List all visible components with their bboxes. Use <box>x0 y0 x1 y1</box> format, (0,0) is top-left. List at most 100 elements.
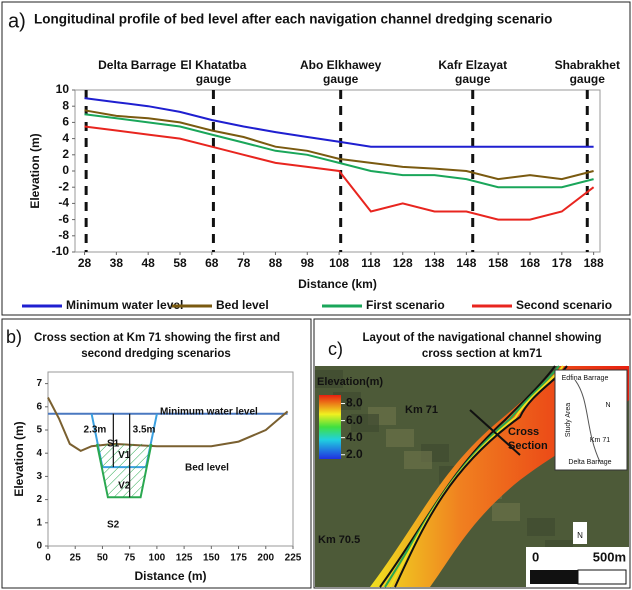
chart-title: second dredging scenarios <box>81 348 231 360</box>
colorbar-tick-label: 8.0 <box>346 396 363 410</box>
y-tick-label: 2 <box>62 147 69 161</box>
x-tick-label: 200 <box>257 553 274 564</box>
colorbar <box>319 395 341 459</box>
x-tick-label: 178 <box>552 256 572 270</box>
inset-label: N <box>605 402 610 409</box>
gauge-label: gauge <box>196 72 232 86</box>
north-arrow: N <box>577 531 583 540</box>
gauge-label: Shabrakhet <box>555 58 620 72</box>
gauge-label: El Khatatba <box>180 58 246 72</box>
channel-line <box>389 365 564 588</box>
inset-river <box>574 379 601 463</box>
colorbar-tick-label: 6.0 <box>346 413 363 427</box>
map-title: cross section at km71 <box>422 348 543 360</box>
panel-frame <box>1 318 312 589</box>
x-tick-label: 68 <box>205 256 219 270</box>
y-tick-label: 4 <box>36 448 42 459</box>
x-tick-label: 168 <box>520 256 540 270</box>
scale-label: 500m <box>593 549 626 564</box>
x-tick-label: 0 <box>45 553 51 564</box>
series-line <box>96 443 153 499</box>
chart-title: Longitudinal profile of bed level after … <box>34 12 552 27</box>
x-tick-label: 38 <box>110 256 124 270</box>
field <box>315 370 343 388</box>
annotation: 3.5m <box>133 425 156 436</box>
inset-label: Delta Barrage <box>568 459 611 466</box>
channel-line <box>394 365 568 588</box>
series-label: Bed level <box>185 463 229 474</box>
y-tick-label: -8 <box>58 228 69 242</box>
cross-section-line <box>469 409 521 456</box>
y-tick-label: -4 <box>58 196 69 210</box>
x-tick-label: 118 <box>361 256 381 270</box>
annotation: 2.3m <box>84 425 107 436</box>
inset <box>554 369 628 471</box>
panel-label: c) <box>328 339 343 359</box>
colorbar-label: Elevation(m) <box>317 376 383 388</box>
gauge-label: gauge <box>455 72 491 86</box>
y-axis-label: Elevation (m) <box>12 421 26 496</box>
x-tick-label: 50 <box>97 553 109 564</box>
y-tick-label: 0 <box>36 541 42 552</box>
inset-label: Edfina Barrage <box>562 375 609 382</box>
y-tick-label: 1 <box>36 517 42 528</box>
x-tick-label: 48 <box>142 256 156 270</box>
x-tick-label: 128 <box>393 256 413 270</box>
x-tick-label: 225 <box>285 553 302 564</box>
inset-label: Study Area <box>565 403 572 437</box>
map-label: Cross <box>508 426 539 438</box>
legend-label: Bed level <box>216 298 269 312</box>
x-tick-label: 108 <box>329 256 349 270</box>
x-tick-label: 75 <box>124 553 136 564</box>
legend-label: Minimum water level <box>66 298 183 312</box>
series-line <box>84 97 594 148</box>
scale-bar <box>577 569 627 585</box>
y-tick-label: 5 <box>36 425 42 436</box>
gauge-label: gauge <box>570 72 606 86</box>
x-tick-label: 150 <box>203 553 220 564</box>
x-tick-label: 125 <box>176 553 193 564</box>
annotation: V1 <box>118 450 131 461</box>
y-tick-label: 10 <box>56 82 70 96</box>
scale-bar <box>530 570 578 584</box>
field <box>492 503 520 521</box>
x-tick-label: 158 <box>488 256 508 270</box>
series-label: S2 <box>107 520 120 531</box>
y-axis-label: Elevation (m) <box>28 133 42 208</box>
panel-frame <box>1 1 631 316</box>
gauge-label: Abo Elkhawey <box>300 58 382 72</box>
x-tick-label: 25 <box>70 553 82 564</box>
x-tick-label: 188 <box>584 256 604 270</box>
map-label: Km 70.5 <box>318 534 360 546</box>
scale-label: 0 <box>532 549 539 564</box>
series-line <box>84 109 594 181</box>
y-tick-label: 8 <box>62 98 69 112</box>
panel-label: a) <box>8 10 26 32</box>
legend-label: First scenario <box>366 298 445 312</box>
map-title: Layout of the navigational channel showi… <box>363 332 602 344</box>
annotation: V2 <box>118 480 131 491</box>
x-tick-label: 138 <box>425 256 445 270</box>
x-tick-label: 175 <box>230 553 247 564</box>
colorbar-tick-label: 2.0 <box>346 447 363 461</box>
map-label: Km 71 <box>405 404 438 416</box>
field <box>527 518 555 536</box>
north-box <box>573 522 587 544</box>
y-tick-label: 3 <box>36 471 42 482</box>
series-line <box>84 113 594 189</box>
x-tick-label: 58 <box>173 256 187 270</box>
y-tick-label: 4 <box>62 131 69 145</box>
channel-line <box>379 365 556 588</box>
y-tick-label: 7 <box>36 378 42 389</box>
series-line <box>84 125 595 221</box>
y-tick-label: 0 <box>62 163 69 177</box>
legend-label: Second scenario <box>516 298 612 312</box>
map-label: Section <box>508 440 548 452</box>
y-tick-label: 2 <box>36 494 42 505</box>
x-tick-label: 28 <box>78 256 92 270</box>
chart-title: Cross section at Km 71 showing the first… <box>34 332 280 344</box>
x-axis-label: Distance (km) <box>298 277 377 291</box>
gauge-label: Delta Barrage <box>98 58 176 72</box>
channel-line <box>384 365 560 588</box>
